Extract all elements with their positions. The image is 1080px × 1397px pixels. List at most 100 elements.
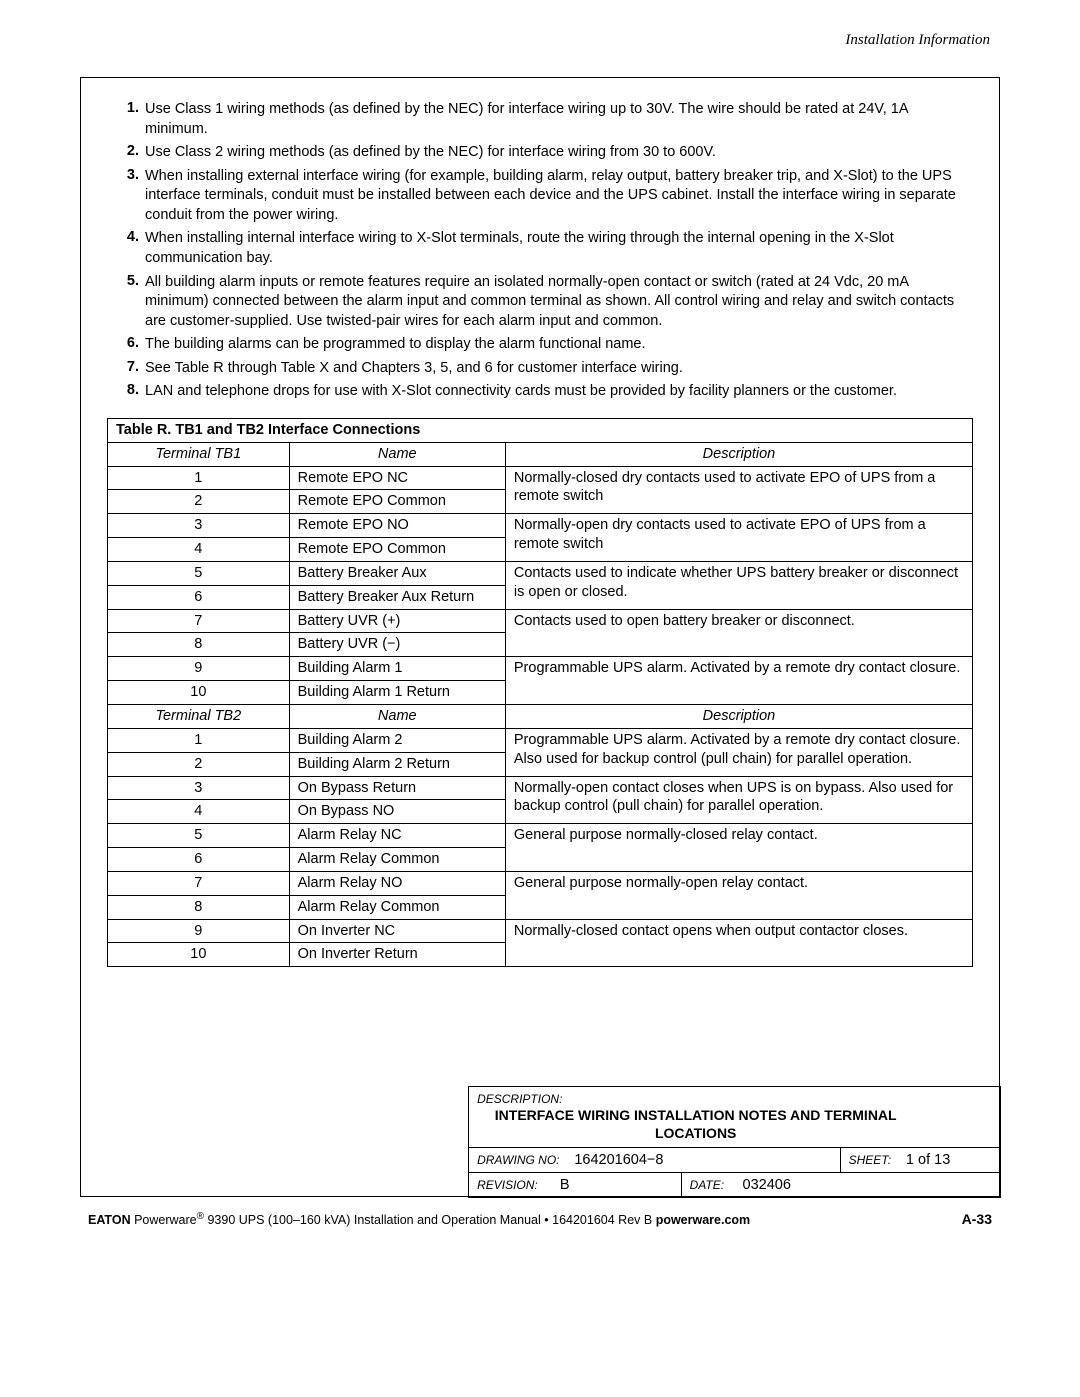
note-text: LAN and telephone drops for use with X-S… (145, 382, 967, 402)
drawing-no-value: 164201604−8 (574, 1152, 663, 1168)
terminal-cell: 10 (108, 681, 290, 705)
description-value: INTERFACE WIRING INSTALLATION NOTES AND … (477, 1106, 914, 1142)
name-cell: Battery UVR (−) (289, 633, 505, 657)
terminal-cell: 8 (108, 633, 290, 657)
terminal-cell: 9 (108, 657, 290, 681)
terminal-cell: 2 (108, 752, 290, 776)
terminal-cell: 1 (108, 466, 290, 490)
footer-docnum: 164201604 Rev B (549, 1213, 656, 1227)
note-number: 2. (113, 143, 145, 163)
note-text: All building alarm inputs or remote feat… (145, 273, 967, 332)
name-cell: Alarm Relay NC (289, 824, 505, 848)
terminal-cell: 5 (108, 561, 290, 585)
title-block: DESCRIPTION: INTERFACE WIRING INSTALLATI… (468, 1086, 1000, 1197)
name-cell: On Bypass NO (289, 800, 505, 824)
note-number: 8. (113, 382, 145, 402)
terminal-cell: 4 (108, 800, 290, 824)
name-cell: Battery Breaker Aux (289, 561, 505, 585)
name-cell: On Inverter NC (289, 919, 505, 943)
description-cell: Normally-open dry contacts used to activ… (505, 514, 972, 562)
description-cell: General purpose normally-closed relay co… (505, 824, 972, 872)
note-item: 8.LAN and telephone drops for use with X… (113, 382, 967, 402)
name-cell: Building Alarm 1 Return (289, 681, 505, 705)
terminal-cell: 5 (108, 824, 290, 848)
terminal-cell: 6 (108, 585, 290, 609)
terminal-cell: 6 (108, 848, 290, 872)
table-row: 5Alarm Relay NCGeneral purpose normally-… (108, 824, 973, 848)
name-cell: Remote EPO Common (289, 490, 505, 514)
table-title: Table R. TB1 and TB2 Interface Connectio… (108, 418, 973, 442)
note-item: 6.The building alarms can be programmed … (113, 335, 967, 355)
table-row: 9On Inverter NCNormally-closed contact o… (108, 919, 973, 943)
description-cell: Normally-open contact closes when UPS is… (505, 776, 972, 824)
name-cell: Remote EPO NC (289, 466, 505, 490)
note-number: 5. (113, 273, 145, 332)
note-number: 4. (113, 229, 145, 268)
table-row: 7Alarm Relay NOGeneral purpose normally-… (108, 871, 973, 895)
terminal-cell: 3 (108, 776, 290, 800)
terminal-cell: 2 (108, 490, 290, 514)
note-text: See Table R through Table X and Chapters… (145, 359, 967, 379)
description-cell: Programmable UPS alarm. Activated by a r… (505, 728, 972, 776)
sheet-label: SHEET: (849, 1153, 895, 1167)
terminal-cell: 3 (108, 514, 290, 538)
notes-list: 1.Use Class 1 wiring methods (as defined… (113, 100, 967, 402)
content-frame: 1.Use Class 1 wiring methods (as defined… (80, 77, 1000, 1197)
terminal-cell: 7 (108, 609, 290, 633)
note-item: 5.All building alarm inputs or remote fe… (113, 273, 967, 332)
note-number: 1. (113, 100, 145, 139)
name-cell: Building Alarm 2 (289, 728, 505, 752)
table-row: 3Remote EPO NONormally-open dry contacts… (108, 514, 973, 538)
table-header-cell: Name (289, 705, 505, 729)
page-footer: EATON Powerware® 9390 UPS (100–160 kVA) … (80, 1211, 1000, 1227)
note-item: 7.See Table R through Table X and Chapte… (113, 359, 967, 379)
name-cell: Remote EPO NO (289, 514, 505, 538)
name-cell: Building Alarm 1 (289, 657, 505, 681)
footer-site: powerware.com (656, 1213, 750, 1227)
name-cell: Remote EPO Common (289, 538, 505, 562)
footer-product: Powerware (134, 1213, 197, 1227)
sheet-value: 1 of 13 (906, 1152, 950, 1168)
table-row: 3On Bypass ReturnNormally-open contact c… (108, 776, 973, 800)
description-cell: Normally-closed dry contacts used to act… (505, 466, 972, 514)
note-text: Use Class 2 wiring methods (as defined b… (145, 143, 967, 163)
note-number: 3. (113, 167, 145, 226)
table-header-cell: Terminal TB2 (108, 705, 290, 729)
description-label: DESCRIPTION: (477, 1092, 566, 1106)
table-row: 9Building Alarm 1Programmable UPS alarm.… (108, 657, 973, 681)
name-cell: Building Alarm 2 Return (289, 752, 505, 776)
note-text: When installing external interface wirin… (145, 167, 967, 226)
note-text: Use Class 1 wiring methods (as defined b… (145, 100, 967, 139)
name-cell: On Bypass Return (289, 776, 505, 800)
footer-brand: EATON (88, 1213, 131, 1227)
description-cell: Programmable UPS alarm. Activated by a r… (505, 657, 972, 705)
terminal-cell: 4 (108, 538, 290, 562)
table-row: 1Remote EPO NCNormally-closed dry contac… (108, 466, 973, 490)
name-cell: On Inverter Return (289, 943, 505, 967)
revision-value: B (560, 1177, 570, 1193)
table-row: 7Battery UVR (+)Contacts used to open ba… (108, 609, 973, 633)
note-item: 3.When installing external interface wir… (113, 167, 967, 226)
description-cell: General purpose normally-open relay cont… (505, 871, 972, 919)
page: Installation Information 1.Use Class 1 w… (0, 0, 1080, 1247)
note-text: The building alarms can be programmed to… (145, 335, 967, 355)
date-value: 032406 (743, 1177, 791, 1193)
table-header-cell: Name (289, 442, 505, 466)
description-cell: Contacts used to indicate whether UPS ba… (505, 561, 972, 609)
table-header-cell: Description (505, 705, 972, 729)
description-cell: Contacts used to open battery breaker or… (505, 609, 972, 657)
footer-left: EATON Powerware® 9390 UPS (100–160 kVA) … (88, 1211, 750, 1227)
terminal-cell: 9 (108, 919, 290, 943)
name-cell: Battery UVR (+) (289, 609, 505, 633)
note-item: 2.Use Class 2 wiring methods (as defined… (113, 143, 967, 163)
note-text: When installing internal interface wirin… (145, 229, 967, 268)
terminal-cell: 1 (108, 728, 290, 752)
name-cell: Alarm Relay NO (289, 871, 505, 895)
terminal-cell: 10 (108, 943, 290, 967)
terminal-cell: 7 (108, 871, 290, 895)
note-number: 7. (113, 359, 145, 379)
description-cell: Normally-closed contact opens when outpu… (505, 919, 972, 967)
name-cell: Battery Breaker Aux Return (289, 585, 505, 609)
terminal-cell: 8 (108, 895, 290, 919)
note-number: 6. (113, 335, 145, 355)
